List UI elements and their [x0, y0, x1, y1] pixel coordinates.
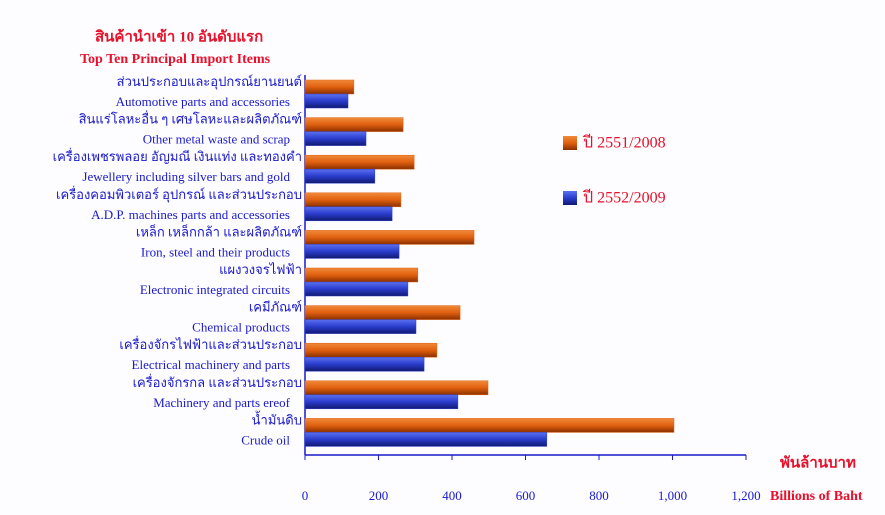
- category-sublabel: Iron, steel and their products: [141, 244, 290, 259]
- x-tick-label: 1,000: [658, 488, 687, 503]
- bar: [304, 168, 376, 184]
- category-label: น้ำมันดิบ: [252, 410, 302, 427]
- bar: [304, 305, 461, 320]
- bar: [304, 244, 400, 259]
- category-sublabel: Machinery and parts ereof: [153, 395, 290, 410]
- unit-label: พันล้านบาท: [780, 454, 856, 471]
- bar: [304, 206, 393, 222]
- bar: [304, 93, 349, 109]
- bar: [304, 418, 675, 433]
- bar: [304, 342, 438, 358]
- category-label: เครื่องจักรไฟฟ้าและส่วนประกอบ: [119, 336, 302, 352]
- category-sublabel: Electrical machinery and parts: [132, 357, 290, 372]
- category-label: เคมีภัณฑ์: [249, 300, 302, 315]
- x-tick-label: 800: [589, 488, 609, 503]
- bar: [304, 79, 355, 95]
- category-sublabel: Chemical products: [192, 320, 290, 335]
- bar: [304, 267, 419, 283]
- bar: [304, 192, 402, 208]
- category-sublabel: Electronic integrated circuits: [140, 282, 290, 297]
- category-label: ส่วนประกอบและอุปกรณ์ยานยนต์: [117, 74, 302, 90]
- x-tick-label: 1,200: [731, 488, 760, 503]
- x-axis-label: Billions of Baht: [770, 489, 863, 504]
- bar: [304, 432, 548, 447]
- category-label: สินแร่โลหะอื่น ๆ เศษโลหะและผลิตภัณฑ์: [79, 111, 302, 127]
- x-tick-label: 600: [516, 488, 536, 503]
- bar: [304, 281, 409, 297]
- category-sublabel: Other metal waste and scrap: [143, 132, 290, 147]
- bar: [304, 380, 489, 396]
- category-label: เครื่องจักรกล และส่วนประกอบ: [133, 374, 302, 390]
- bar: [304, 319, 417, 334]
- category-label: แผงวงจรไฟฟ้า: [219, 262, 302, 277]
- bar: [304, 230, 475, 245]
- category-sublabel: A.D.P. machines parts and accessories: [91, 207, 290, 222]
- chart-subtitle: Top Ten Principal Import Items: [80, 52, 271, 67]
- x-tick-label: 400: [442, 488, 462, 503]
- x-tick-label: 200: [369, 488, 389, 503]
- bar: [304, 131, 367, 146]
- bar: [304, 117, 404, 132]
- category-sublabel: Crude oil: [241, 432, 290, 447]
- category-label: เครื่องคอมพิวเตอร์ อุปกรณ์ และส่วนประกอบ: [56, 186, 302, 203]
- category-label: เหล็ก เหล็กกล้า และผลิตภัณฑ์: [136, 222, 302, 239]
- category-sublabel: Automotive parts and accessories: [116, 94, 290, 109]
- legend-swatch: [563, 136, 577, 150]
- category-label: เครื่องเพชรพลอย อัญมณี เงินแท่ง และทองคำ: [53, 148, 302, 164]
- chart-title: สินค้านำเข้า 10 อันดับแรก: [95, 27, 263, 45]
- bar: [304, 394, 459, 410]
- legend-label: ปี 2551/2008: [583, 134, 666, 152]
- bar: [304, 356, 425, 372]
- legend-swatch: [563, 191, 577, 205]
- x-tick-label: 0: [302, 488, 309, 503]
- bar: [304, 154, 415, 170]
- category-sublabel: Jewellery including silver bars and gold: [82, 169, 290, 184]
- legend-label: ปี 2552/2009: [583, 189, 666, 207]
